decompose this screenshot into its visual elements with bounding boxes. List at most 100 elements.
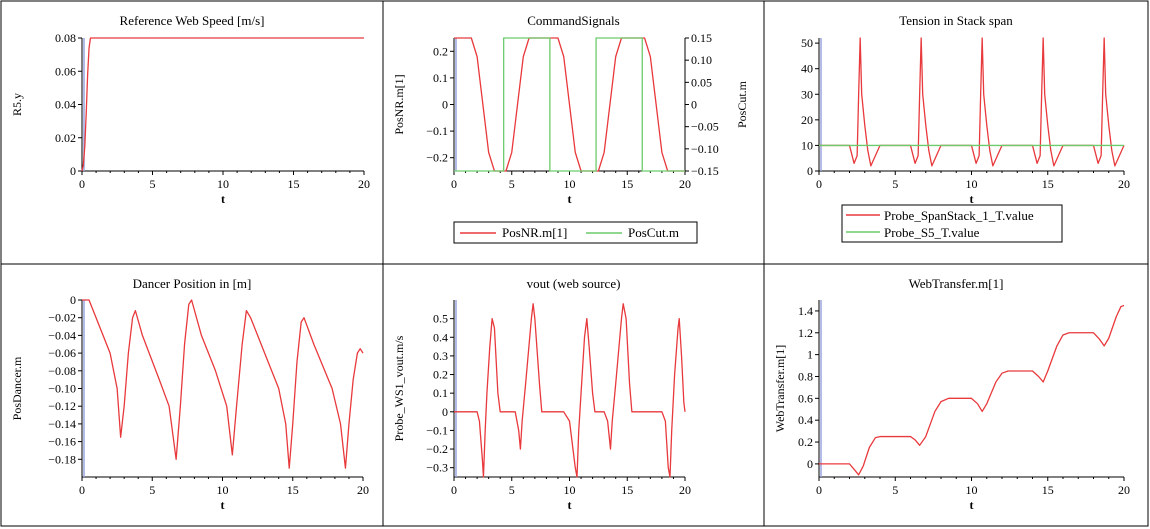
- chart-title: vout (web source): [527, 276, 621, 291]
- x-tick-label: 0: [816, 483, 822, 497]
- x-tick-label: 5: [149, 483, 155, 497]
- cell-border: [763, 263, 1149, 527]
- legend-label: Probe_SpanStack_1_T.value: [884, 208, 1034, 223]
- chart-title: Reference Web Speed [m/s]: [120, 13, 265, 28]
- y-tick-label: 0.2: [433, 44, 448, 58]
- y-right-tick-label: 0.15: [691, 31, 712, 45]
- y-axis-label: PosDancer.m: [10, 356, 24, 420]
- y-tick-label: 1: [807, 348, 813, 362]
- x-tick-label: 0: [451, 177, 457, 191]
- y-tick-label: 0.3: [433, 349, 448, 363]
- y-tick-label: −0.02: [48, 311, 76, 325]
- y-tick-label: 0.5: [433, 312, 448, 326]
- x-tick-label: 0: [79, 483, 85, 497]
- y-tick-label: 0: [70, 293, 76, 307]
- y-tick-label: 0.02: [55, 131, 76, 145]
- legend: Probe_SpanStack_1_T.value Probe_S5_T.valu…: [841, 204, 1063, 243]
- y-tick-label: 0.4: [433, 330, 448, 344]
- x-tick-label: 5: [892, 177, 898, 191]
- y-tick-label: −0.14: [48, 417, 76, 431]
- y-tick-label: 50: [801, 36, 813, 50]
- y-tick-label: −0.06: [48, 346, 76, 360]
- x-tick-label: 20: [1118, 177, 1130, 191]
- x-tick-label: 0: [816, 177, 822, 191]
- y-tick-label: 0.1: [433, 386, 448, 400]
- legend-label: PosNR.m[1]: [502, 225, 567, 240]
- x-tick-label: 20: [1118, 483, 1130, 497]
- series-line-1: [819, 37, 1125, 167]
- x-axis-label: t: [970, 498, 974, 512]
- x-axis-label: t: [568, 192, 572, 206]
- x-tick-label: 5: [509, 483, 515, 497]
- y-tick-label: −0.10: [48, 382, 76, 396]
- y-tick-label: 0.04: [55, 98, 76, 112]
- y-tick-label: −0.1: [426, 423, 448, 437]
- series-line-1: [81, 37, 364, 172]
- legend-box: [841, 204, 1063, 243]
- y-right-tick-label: 0.10: [691, 53, 712, 67]
- legend-box: [453, 221, 698, 244]
- x-tick-label: 20: [679, 177, 691, 191]
- y-tick-label: 0.08: [55, 31, 76, 45]
- y-tick-label: −0.2: [426, 442, 448, 456]
- series-line-1: [819, 304, 1125, 476]
- y-right-tick-label: 0: [691, 98, 697, 112]
- y-tick-label: −0.2: [426, 151, 448, 165]
- y-tick-label: −0.04: [48, 328, 76, 342]
- x-tick-label: 15: [621, 483, 633, 497]
- y-tick-label: −0.18: [48, 452, 76, 466]
- chart-3: Tension in Stack span 0 5 10 15 20 t 0 10 20 30 40 5…: [801, 13, 1130, 243]
- y-right-tick-label: 0.05: [691, 75, 712, 89]
- legend: PosNR.m[1] PosCut.m: [453, 221, 698, 244]
- series-line-1: [454, 303, 686, 478]
- x-tick-label: 10: [217, 177, 229, 191]
- x-tick-label: 15: [1042, 177, 1054, 191]
- y-tick-label: 0.1: [433, 71, 448, 85]
- chart-1: Reference Web Speed [m/s] 0 5 10 15 20 t 0 0.02 0…: [10, 13, 370, 206]
- y-tick-label: 0.4: [798, 413, 813, 427]
- y-axis-right-label: PosCut.m: [735, 80, 749, 128]
- y-tick-label: 20: [801, 113, 813, 127]
- y-tick-label: 0: [807, 457, 813, 471]
- y-tick-label: −0.12: [48, 399, 76, 413]
- chart-title: WebTransfer.m[1]: [909, 276, 1004, 291]
- y-axis-label: R5.y: [10, 93, 24, 116]
- y-tick-label: 0.2: [433, 368, 448, 382]
- series-line-1: [82, 299, 364, 469]
- y-tick-label: −0.3: [426, 461, 448, 475]
- y-tick-label: 0.2: [798, 435, 813, 449]
- x-axis-label: t: [221, 192, 225, 206]
- x-tick-label: 5: [150, 177, 156, 191]
- y-right-tick-label: −0.05: [691, 120, 719, 134]
- y-tick-label: −0.08: [48, 364, 76, 378]
- x-tick-label: 20: [357, 483, 369, 497]
- x-axis-label: t: [568, 498, 572, 512]
- chart-4: Dancer Position in [m] 0 5 10 15 20 t −0.18 −0.1…: [10, 276, 369, 512]
- y-tick-label: 0.8: [798, 369, 813, 383]
- y-tick-label: 0: [70, 164, 76, 178]
- x-tick-label: 10: [966, 483, 978, 497]
- x-tick-label: 15: [288, 177, 300, 191]
- x-tick-label: 5: [892, 483, 898, 497]
- x-tick-label: 5: [509, 177, 515, 191]
- x-tick-label: 0: [451, 483, 457, 497]
- y-right-tick-label: −0.15: [691, 164, 719, 178]
- x-tick-label: 15: [621, 177, 633, 191]
- y-tick-label: −0.1: [426, 124, 448, 138]
- y-tick-label: 10: [801, 138, 813, 152]
- series-line-1: [454, 37, 685, 172]
- x-axis-label: t: [221, 498, 225, 512]
- x-tick-label: 10: [564, 483, 576, 497]
- y-tick-label: 40: [801, 62, 813, 76]
- x-tick-label: 20: [358, 177, 370, 191]
- y-tick-label: 0.06: [55, 64, 76, 78]
- x-axis-label: t: [970, 192, 974, 206]
- x-tick-label: 15: [1042, 483, 1054, 497]
- x-tick-label: 10: [217, 483, 229, 497]
- y-tick-label: 1.4: [798, 304, 813, 318]
- y-tick-label: 0.6: [798, 391, 813, 405]
- y-tick-label: 0: [807, 164, 813, 178]
